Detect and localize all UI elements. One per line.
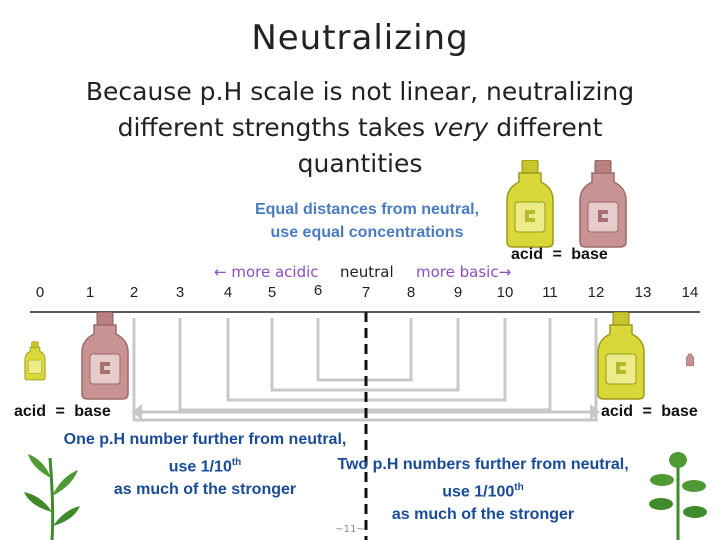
note-two-line2: use 1/100th (442, 482, 524, 501)
equals-sign: = (642, 403, 652, 420)
ph-number-10: 10 (496, 284, 514, 301)
base-label: base (661, 403, 698, 420)
ph-number-7: 7 (361, 284, 371, 301)
page-number: ~11~ (335, 524, 365, 535)
acid-bottle-right (596, 312, 646, 400)
acid-base-pair-bottom-left: acid = base (14, 403, 111, 421)
ph-number-14: 14 (681, 284, 699, 301)
equal-note-line2: use equal concentrations (270, 224, 464, 241)
ph-number-9: 9 (453, 284, 463, 301)
acid-label: acid (511, 246, 544, 263)
subtitle-text-2: different quantities (297, 113, 603, 178)
ph-number-12: 12 (587, 284, 605, 301)
slide-title: Neutralizing (251, 18, 469, 58)
acid-base-pair-bottom-right: acid = base (601, 403, 698, 421)
ph-number-1: 1 (85, 284, 95, 301)
ph-number-8: 8 (406, 284, 416, 301)
ph-number-4: 4 (223, 284, 233, 301)
subtitle-text-1: Because p.H scale is not linear, neutral… (85, 77, 635, 142)
note-two-step: Two p.H numbers further from neutral, us… (318, 453, 648, 526)
base-bottle-top-right (578, 160, 628, 248)
acid-bottle-top-right (505, 160, 555, 248)
ph-number-11: 11 (542, 284, 558, 301)
equal-note-line1: Equal distances from neutral, (254, 201, 480, 218)
base-label: base (74, 403, 111, 420)
ph-number-6: 6 (313, 282, 323, 299)
note-one-line1: One p.H number further from neutral, (63, 431, 347, 448)
equal-distance-note: Equal distances from neutral, use equal … (232, 198, 502, 244)
acid-label: acid (601, 403, 634, 420)
note-one-step: One p.H number further from neutral, use… (40, 428, 370, 501)
equals-sign: = (55, 403, 65, 420)
note-one-line3: as much of the stronger (113, 481, 297, 499)
outer-arrowhead-left (132, 404, 142, 420)
acid-label: acid (14, 403, 47, 420)
acid-base-pair-top-right: acid = base (511, 246, 608, 264)
subtitle-emphasis: very (433, 113, 489, 142)
note-two-line1: Two p.H numbers further from neutral, (337, 456, 629, 473)
outer-arrowhead (590, 404, 600, 420)
connector-bracket-5 (132, 318, 598, 422)
plant-right-icon (649, 452, 707, 540)
acid-bottle-small-left (24, 340, 46, 382)
base-label: base (571, 246, 608, 263)
base-bottle-tiny-right (686, 352, 694, 366)
equals-sign: = (552, 246, 562, 263)
ph-number-3: 3 (175, 284, 185, 301)
ph-number-0: 0 (35, 284, 45, 301)
more-acidic-label: ← more acidic (214, 263, 319, 281)
slide-subtitle: Because p.H scale is not linear, neutral… (60, 74, 660, 182)
connector-bracket-2 (270, 318, 460, 392)
note-one-line2: use 1/10th (168, 457, 242, 476)
more-basic-label: more basic→ (416, 263, 512, 281)
neutral-label: neutral (340, 263, 394, 281)
base-bottle-left (80, 312, 130, 400)
ph-number-13: 13 (634, 284, 652, 301)
note-two-line3: as much of the stronger (391, 506, 575, 524)
plant-left-icon (24, 454, 80, 540)
ph-number-5: 5 (267, 284, 277, 301)
ph-number-2: 2 (129, 284, 139, 301)
